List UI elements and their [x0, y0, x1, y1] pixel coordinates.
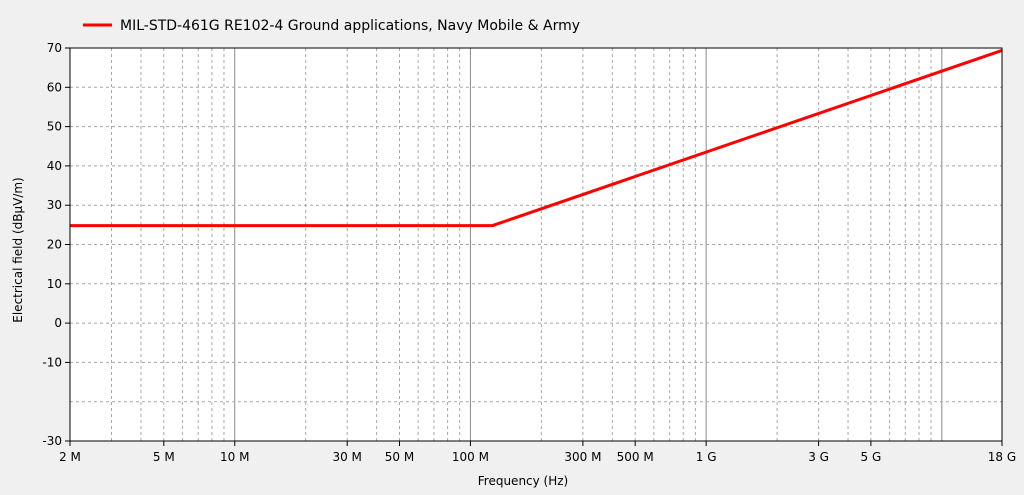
series-layer: [70, 48, 1003, 228]
x-tick-label: 18 G: [988, 450, 1016, 464]
legend: MIL-STD-461G RE102-4 Ground applications…: [83, 18, 580, 34]
x-axis-title: Frequency (Hz): [478, 474, 569, 488]
y-tick-label: 50: [47, 120, 62, 134]
x-tick-label: 5 G: [861, 450, 882, 464]
y-tick-label: 10: [47, 277, 62, 291]
x-tick-label: 30 M: [332, 450, 361, 464]
x-tick-label: 1 G: [696, 450, 717, 464]
x-tick-label: 2 M: [59, 450, 81, 464]
x-tick-label: 3 G: [808, 450, 829, 464]
legend-label: MIL-STD-461G RE102-4 Ground applications…: [120, 18, 580, 34]
x-tick-label: 50 M: [385, 450, 414, 464]
grid: [70, 48, 1002, 441]
x-tick-label: 10 M: [220, 450, 249, 464]
x-tick-label: 5 M: [153, 450, 175, 464]
y-tick-label: 40: [47, 159, 62, 173]
series-line: [70, 48, 1003, 228]
x-axis: 2 M 5 M 10 M 30 M 50 M 100 M 300 M 500 M 1 G 3 G 5…: [59, 441, 1016, 464]
y-tick-label: 30: [47, 198, 62, 212]
y-tick-label: -30: [42, 434, 62, 448]
y-tick-label: -10: [42, 355, 62, 369]
x-tick-label: 500 M: [617, 450, 654, 464]
y-tick-label: 0: [54, 316, 62, 330]
x-tick-label: 100 M: [452, 450, 489, 464]
y-axis: 70 60 50 40 30 20 10 0 -10 -30: [42, 41, 70, 448]
y-tick-label: 60: [47, 80, 62, 94]
y-axis-title: Electrical field (dBµV/m): [11, 177, 25, 322]
y-tick-label: 70: [47, 41, 62, 55]
y-tick-label: 20: [47, 238, 62, 252]
x-tick-label: 300 M: [564, 450, 601, 464]
